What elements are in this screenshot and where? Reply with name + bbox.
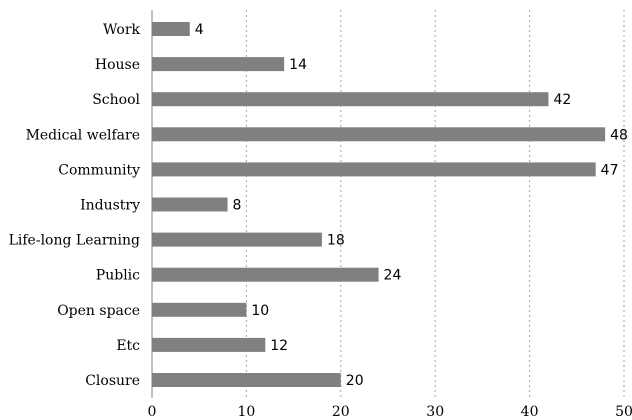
data-label: 4: [195, 22, 204, 38]
bar: [152, 197, 228, 212]
category-label: School: [92, 92, 140, 108]
data-label: 10: [251, 303, 269, 319]
category-label: Industry: [80, 198, 140, 214]
bar: [152, 232, 322, 247]
data-label: 20: [346, 373, 364, 389]
category-labels: Work House School Medical welfare Community I…: [9, 22, 141, 389]
data-label: 12: [270, 338, 288, 354]
data-label: 8: [233, 198, 242, 214]
data-labels: 4 14 42 48 47 8 18 24 10 12 20: [195, 22, 628, 389]
category-label: Work: [103, 22, 141, 38]
bar: [152, 22, 190, 36]
category-label: Public: [96, 268, 140, 284]
x-axis-ticks: 0 10 20 30 40 50: [148, 404, 632, 420]
bars: [152, 22, 606, 387]
bar: [152, 127, 606, 142]
data-label: 14: [289, 57, 307, 73]
bar: [152, 162, 596, 177]
category-label: Community: [58, 162, 140, 178]
x-tick-label: 10: [237, 404, 255, 420]
data-label: 48: [610, 127, 628, 143]
category-label: Medical welfare: [26, 127, 140, 143]
bar: [152, 373, 341, 387]
data-label: 24: [384, 268, 402, 284]
bar: [152, 267, 379, 282]
bar: [152, 92, 549, 107]
category-label: Etc: [116, 338, 140, 354]
x-tick-label: 30: [426, 404, 444, 420]
x-tick-label: 0: [148, 404, 157, 420]
category-label: House: [95, 57, 140, 73]
bar: [152, 57, 285, 72]
x-tick-label: 50: [615, 404, 632, 420]
data-label: 47: [601, 162, 619, 178]
category-label: Closure: [85, 373, 140, 389]
data-label: 18: [327, 233, 345, 249]
data-label: 42: [553, 92, 571, 108]
bar: [152, 337, 266, 352]
bar: [152, 302, 247, 317]
x-tick-label: 20: [332, 404, 350, 420]
x-tick-label: 40: [521, 404, 539, 420]
category-label: Open space: [57, 303, 140, 319]
category-label: Life-long Learning: [9, 233, 140, 249]
